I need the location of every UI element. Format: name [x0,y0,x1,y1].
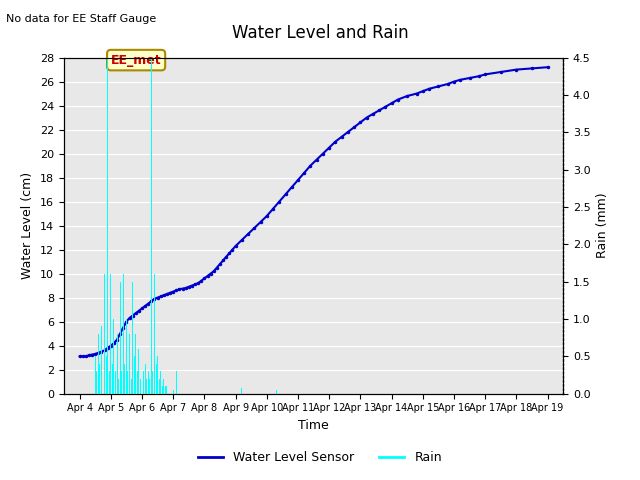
Bar [113,319,115,394]
Bar [166,386,168,394]
Bar [101,326,102,394]
Bar [127,371,129,394]
Y-axis label: Rain (mm): Rain (mm) [596,193,609,258]
Bar [131,379,132,394]
Bar [137,371,138,394]
Bar [124,364,125,394]
Legend: Water Level Sensor, Rain: Water Level Sensor, Rain [193,446,447,469]
Bar [116,334,118,394]
Text: Water Level and Rain: Water Level and Rain [232,24,408,42]
Bar [162,386,163,394]
Bar [149,379,150,394]
Bar [110,274,111,394]
Bar [96,371,97,394]
Bar [123,274,124,394]
Bar [154,274,155,394]
Bar [135,334,136,394]
Bar [165,386,166,394]
Bar [152,371,154,394]
Bar [106,356,107,394]
Bar [112,364,113,394]
Bar [138,349,140,394]
Bar [102,349,104,394]
Bar [157,356,158,394]
Bar [160,371,161,394]
Bar [163,379,164,394]
Bar [143,371,144,394]
Bar [115,371,116,394]
Bar [99,364,100,394]
Bar [132,282,133,394]
Y-axis label: Water Level (cm): Water Level (cm) [22,172,35,279]
Bar [98,334,99,394]
Bar [141,356,143,394]
Bar [146,379,147,394]
X-axis label: Time: Time [298,419,329,432]
Bar [140,379,141,394]
Bar [104,274,105,394]
Text: EE_met: EE_met [111,54,161,67]
Text: No data for EE Staff Gauge: No data for EE Staff Gauge [6,14,157,24]
Bar [151,0,152,394]
Bar [121,371,122,394]
Bar [118,379,119,394]
Bar [176,371,177,394]
Bar [126,319,127,394]
Bar [156,364,157,394]
Bar [129,334,130,394]
Bar [241,388,243,394]
